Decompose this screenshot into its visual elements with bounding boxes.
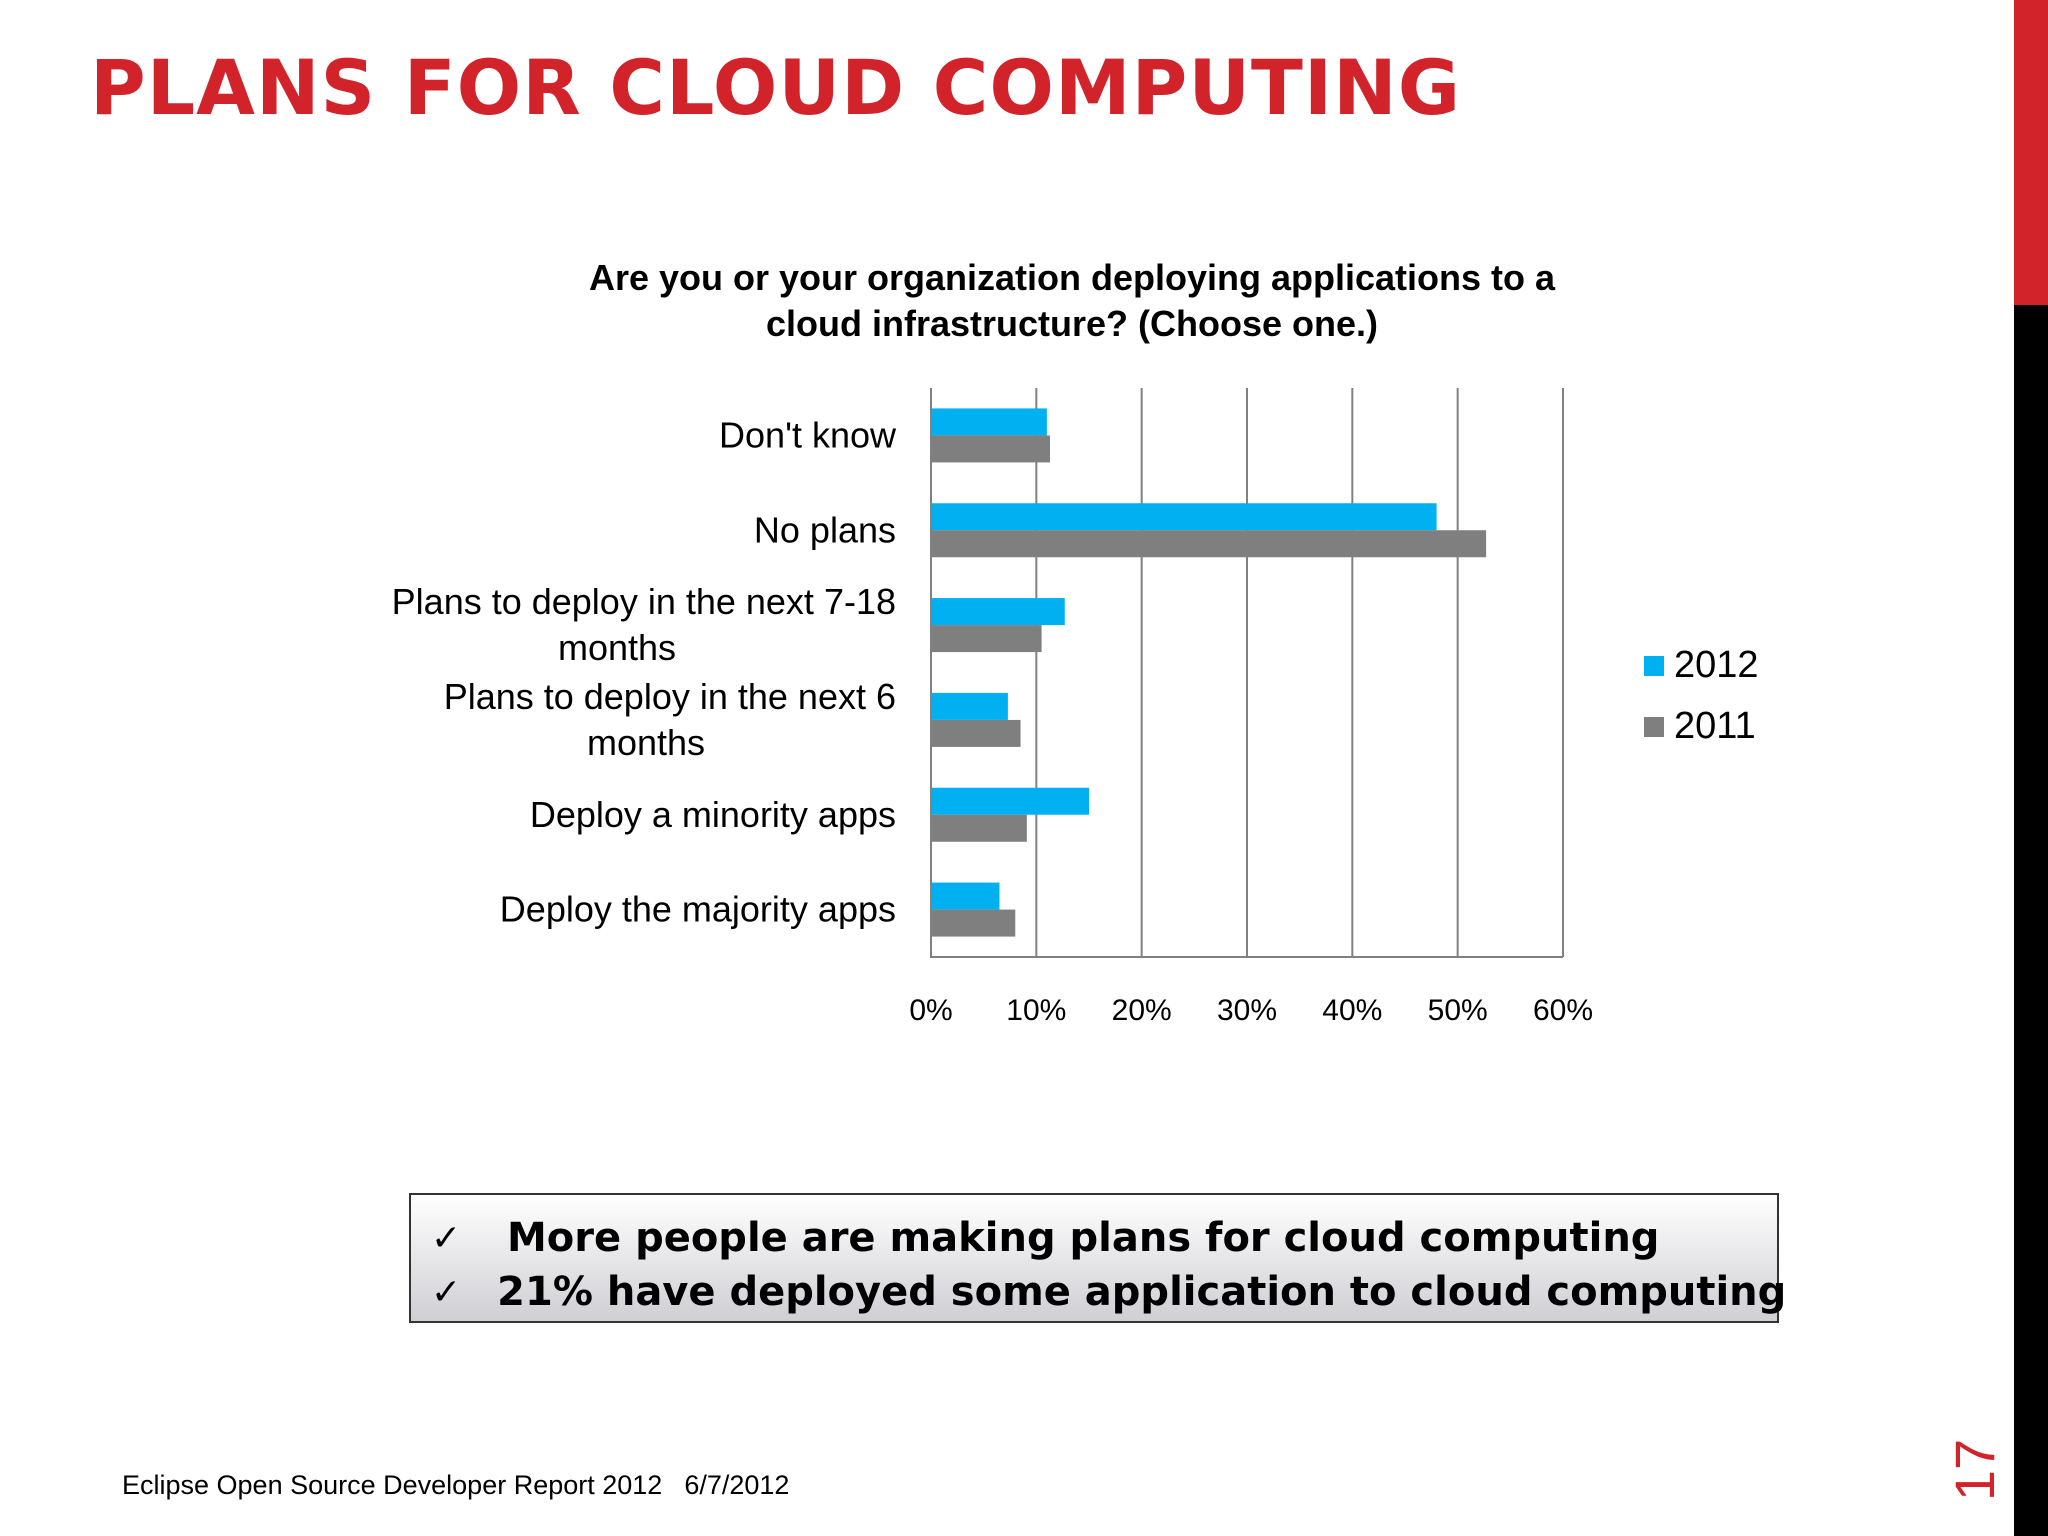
bar-2012 [931, 408, 1047, 436]
callout-item: ✓ 21% have deployed some application to … [431, 1265, 1786, 1319]
category-label: months [558, 627, 676, 668]
x-tick-label: 30% [1217, 994, 1277, 1027]
bar-2012 [931, 882, 1000, 910]
bar-2011 [931, 909, 1016, 937]
legend-label: 2011 [1674, 705, 1756, 747]
slide-title: PLANS FOR CLOUD COMPUTING [90, 43, 1462, 132]
category-label: No plans [754, 509, 896, 550]
category-label: Plans to deploy in the next 7-18 [392, 581, 896, 622]
side-accent-bar [2014, 0, 2048, 305]
x-tick-label: 60% [1533, 994, 1593, 1027]
chart-title-line: cloud infrastructure? (Choose one.) [766, 303, 1378, 344]
legend-swatch [1644, 717, 1664, 737]
callout-text: More people are making plans for cloud c… [507, 1215, 1660, 1261]
footer-date: 6/7/2012 [684, 1470, 790, 1500]
x-tick-label: 40% [1322, 994, 1382, 1027]
x-tick-label: 50% [1428, 994, 1488, 1027]
category-label: Don't know [719, 414, 897, 455]
summary-callout: ✓ More people are making plans for cloud… [409, 1193, 1786, 1323]
bar-2012 [931, 692, 1008, 720]
page-number: 17 [1943, 1438, 2006, 1502]
category-label: Deploy the majority apps [500, 889, 896, 930]
bar-2011 [931, 530, 1487, 558]
chart-title-line: Are you or your organization deploying a… [589, 257, 1556, 298]
bar-2011 [931, 435, 1051, 463]
bar-2012 [931, 598, 1065, 626]
legend-swatch [1644, 656, 1664, 676]
checkmark-icon: ✓ [431, 1217, 462, 1259]
x-tick-label: 0% [909, 994, 952, 1027]
footer: Eclipse Open Source Developer Report 201… [122, 1470, 789, 1501]
checkmark-icon: ✓ [431, 1271, 462, 1313]
category-label: months [587, 722, 705, 763]
bar-2011 [931, 719, 1021, 747]
bar-2012 [931, 503, 1437, 531]
footer-report-name: Eclipse Open Source Developer Report 201… [122, 1470, 663, 1500]
side-dark-bar [2014, 305, 2048, 1536]
category-label: Deploy a minority apps [530, 794, 896, 835]
category-label: Plans to deploy in the next 6 [444, 676, 896, 717]
legend-label: 2012 [1674, 644, 1759, 686]
callout-item: ✓ More people are making plans for cloud… [431, 1211, 1777, 1265]
bar-2012 [931, 787, 1089, 815]
x-tick-label: 10% [1006, 994, 1066, 1027]
bar-2011 [931, 814, 1027, 842]
bar-chart: Are you or your organization deploying a… [392, 257, 1759, 1027]
callout-text: 21% have deployed some application to cl… [497, 1269, 1787, 1315]
x-tick-label: 20% [1112, 994, 1172, 1027]
bar-2011 [931, 625, 1042, 653]
